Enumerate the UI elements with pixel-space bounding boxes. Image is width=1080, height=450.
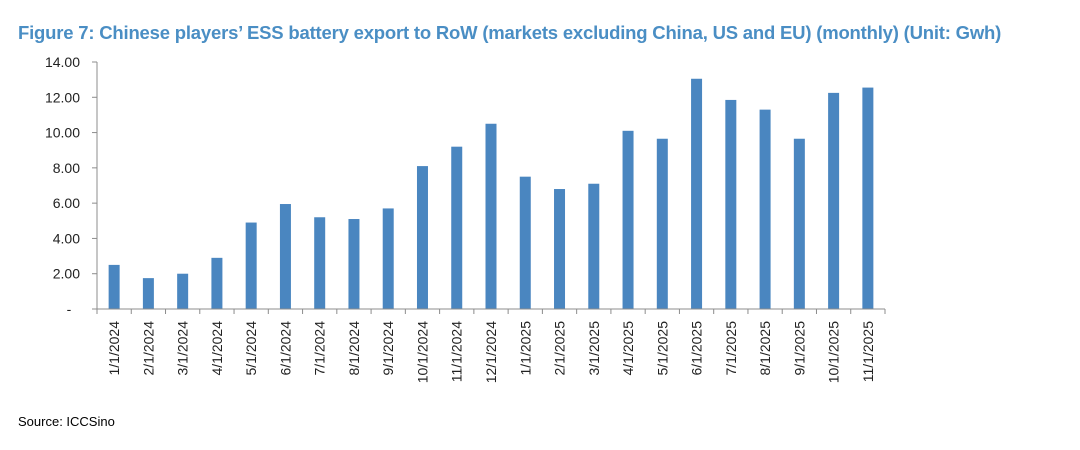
bar-2-1-2024 — [142, 278, 154, 309]
x-tick-label: 5/1/2024 — [243, 321, 259, 376]
bars — [108, 78, 874, 309]
x-axis: 1/1/2024 2/1/2024 3/1/2024 4/1/2024 5/1/2024… — [96, 308, 886, 383]
x-tick-label: 6/1/2024 — [277, 321, 293, 376]
bar-7-1-2024 — [314, 217, 326, 309]
bar-1-1-2025 — [519, 176, 531, 309]
x-tick-label: 7/1/2024 — [312, 321, 328, 376]
bar-8-1-2025 — [759, 109, 771, 309]
source-note: Source: ICCSino — [18, 414, 115, 429]
x-tick-label: 3/1/2025 — [586, 321, 602, 376]
x-tick-label: 12/1/2024 — [483, 321, 499, 383]
bar-6-1-2024 — [279, 204, 291, 309]
x-tick-label: 10/1/2025 — [826, 321, 842, 383]
bar-6-1-2025 — [691, 78, 703, 309]
bar-4-1-2024 — [211, 257, 223, 309]
x-tick-label: 4/1/2025 — [620, 321, 636, 376]
x-tick-label: 10/1/2024 — [414, 321, 430, 383]
y-axis: - 2.00 4.00 6.00 8.00 10.00 12.00 14.00 — [45, 54, 98, 317]
bar-12-1-2024 — [485, 123, 497, 309]
bar-9-1-2024 — [382, 208, 394, 309]
y-tick-label: 10.00 — [45, 125, 80, 141]
bar-3-1-2024 — [177, 273, 189, 309]
y-tick-label: - — [67, 301, 72, 317]
bar-11-1-2024 — [451, 146, 463, 309]
x-tick-label: 1/1/2025 — [517, 321, 533, 376]
x-tick-label: 1/1/2024 — [106, 321, 122, 376]
bar-5-1-2024 — [245, 222, 257, 309]
x-tick-label: 11/1/2025 — [860, 321, 876, 382]
x-tick-label: 2/1/2025 — [552, 321, 568, 376]
chart-title: Figure 7: Chinese players’ ESS battery e… — [18, 22, 1002, 43]
bar-1-1-2024 — [108, 264, 120, 309]
bar-5-1-2025 — [656, 138, 668, 309]
x-tick-label: 6/1/2025 — [689, 321, 705, 376]
x-tick-label: 11/1/2024 — [449, 321, 465, 382]
y-tick-label: 4.00 — [53, 230, 80, 246]
x-tick-label: 2/1/2024 — [140, 321, 156, 376]
x-tick-label: 9/1/2024 — [380, 321, 396, 376]
x-tick-label: 8/1/2025 — [757, 321, 773, 376]
bar-3-1-2025 — [588, 183, 600, 309]
x-tick-label: 8/1/2024 — [346, 321, 362, 376]
y-tick-label: 6.00 — [53, 195, 80, 211]
bar-8-1-2024 — [348, 219, 360, 309]
x-tick-label: 7/1/2025 — [723, 321, 739, 376]
y-tick-label: 2.00 — [53, 266, 80, 282]
bar-2-1-2025 — [554, 189, 566, 309]
bar-7-1-2025 — [725, 99, 737, 309]
bar-9-1-2025 — [793, 138, 805, 309]
x-tick-label: 9/1/2025 — [791, 321, 807, 376]
bar-10-1-2024 — [416, 166, 428, 309]
bar-4-1-2025 — [622, 130, 634, 309]
y-tick-label: 14.00 — [45, 54, 80, 70]
x-tick-label: 4/1/2024 — [209, 321, 225, 376]
x-tick-label: 5/1/2025 — [654, 321, 670, 376]
x-tick-label: 3/1/2024 — [175, 321, 191, 376]
y-tick-label: 12.00 — [45, 89, 80, 105]
y-tick-label: 8.00 — [53, 160, 80, 176]
bar-11-1-2025 — [862, 87, 874, 309]
bar-10-1-2025 — [828, 92, 840, 309]
